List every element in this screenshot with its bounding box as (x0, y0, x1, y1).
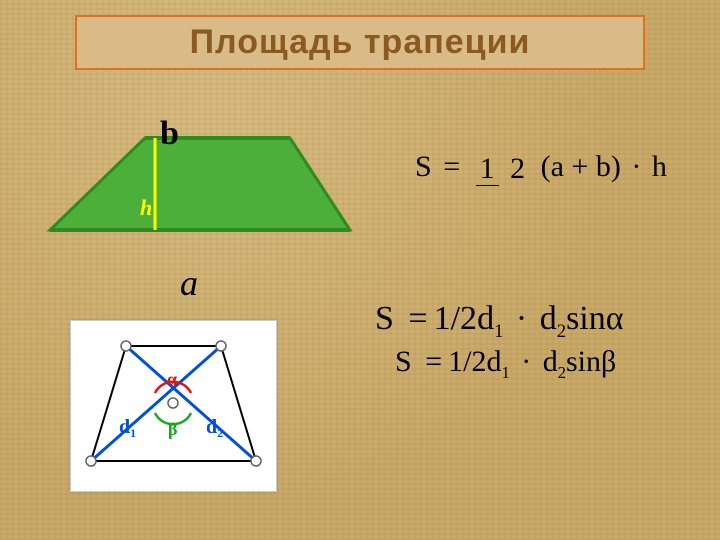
f3-d2s: 2 (558, 363, 566, 382)
f1-lhs: S (415, 150, 432, 183)
f1-num: 1 (476, 152, 499, 186)
f3-d1s: 1 (501, 363, 509, 382)
label-b: b (160, 115, 179, 153)
svg-text:d2: d2 (206, 416, 223, 440)
f2-d1s: 1 (494, 321, 503, 342)
label-h: h (140, 195, 152, 221)
slide-title: Площадь трапеции (75, 15, 645, 70)
trapezoid-svg (30, 130, 370, 250)
formula-area-bases: S = 1 2 (a + b) · h (415, 150, 667, 184)
f2-trig: sinα (566, 300, 624, 337)
f1-den: 2 (506, 152, 529, 185)
f3-coef: 1/2 (448, 345, 486, 378)
f2-dot: · (516, 300, 527, 337)
f3-eq: = (425, 345, 442, 378)
f3-d1: d (486, 345, 501, 378)
f2-coef: 1/2 (434, 300, 477, 337)
f2-eq: = (408, 300, 427, 337)
f1-parens: (a + b) (541, 150, 621, 183)
svg-text:d1: d1 (119, 416, 136, 440)
f3-lhs: S (395, 345, 412, 378)
formula-diag-beta: S =1/2d1 · d2sinβ (395, 345, 616, 383)
f1-h: h (652, 150, 667, 183)
diagonals-svg: d1 d2 α β (71, 321, 276, 491)
formula-diag-alpha: S =1/2d1 · d2sinα (375, 300, 624, 343)
f1-fraction: 1 2 (476, 154, 530, 184)
trapezoid-shape (50, 138, 350, 230)
f2-d1: d (477, 300, 494, 337)
svg-text:α: α (167, 369, 177, 389)
f3-d2: d (543, 345, 558, 378)
f2-d2s: 2 (557, 321, 566, 342)
slide-background: Площадь трапеции b a h d1d2αβ S = 1 2 (a… (0, 0, 720, 540)
svg-text:β: β (168, 419, 177, 439)
f2-lhs: S (375, 300, 394, 337)
f1-eq: = (443, 150, 460, 183)
trapezoid-figure (30, 130, 370, 310)
f1-dot: · (631, 150, 641, 183)
f3-dot: · (521, 345, 531, 378)
label-a: a (180, 262, 198, 304)
diagonals-diagram: d1 d2 α β (70, 320, 277, 492)
title-text: Площадь трапеции (190, 23, 531, 62)
f3-trig: sinβ (566, 345, 616, 378)
f2-d2: d (540, 300, 557, 337)
